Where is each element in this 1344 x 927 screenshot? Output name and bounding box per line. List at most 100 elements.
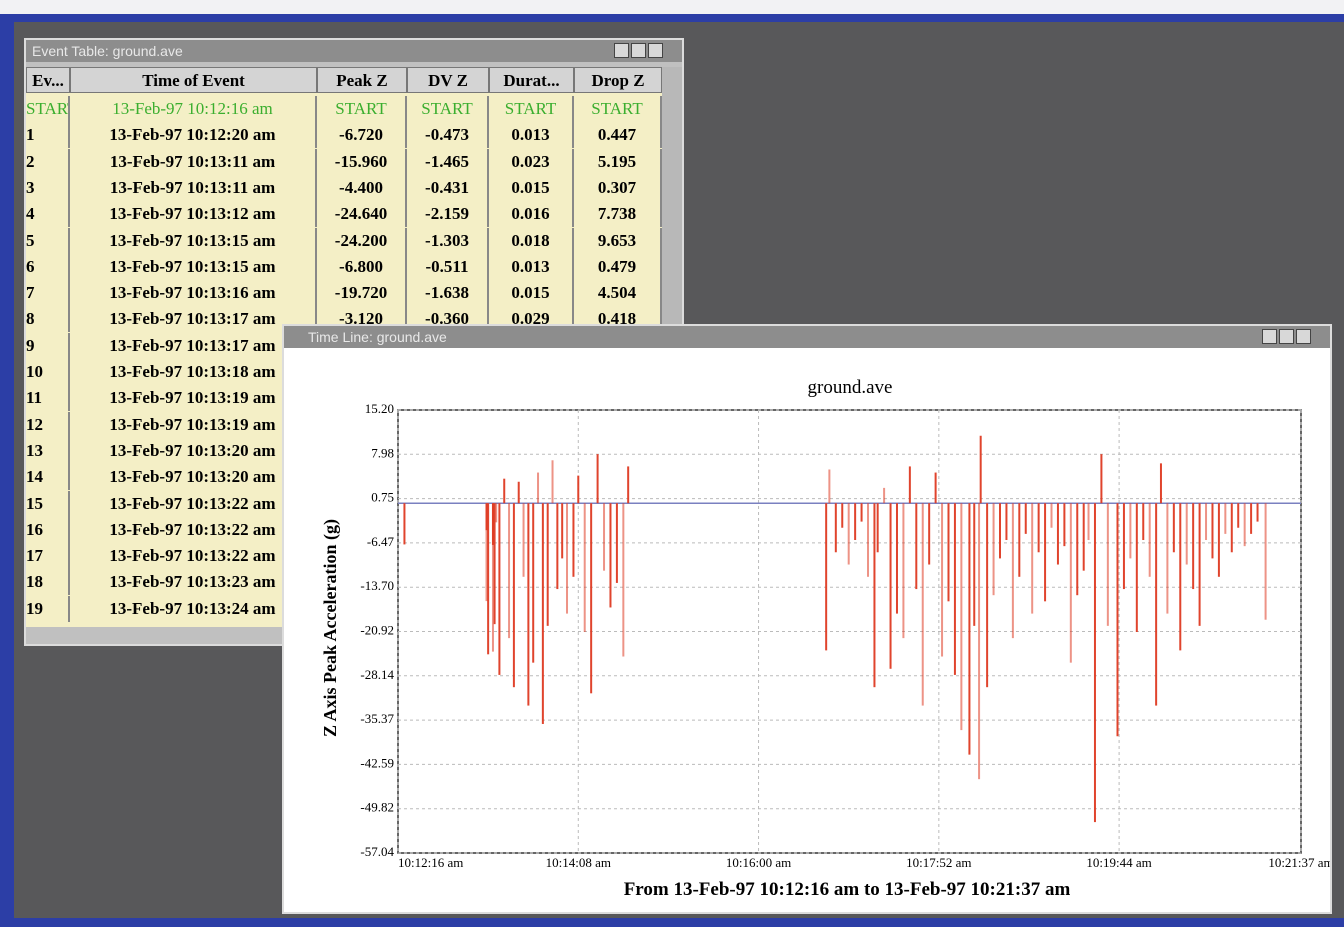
table-cell: 16 [26,516,70,543]
column-header: Durat... [489,67,574,93]
table-cell: 7.738 [574,201,662,228]
spike [999,503,1001,559]
table-cell: 13-Feb-97 10:13:11 am [70,148,317,175]
spike [876,503,879,553]
spike [1243,503,1246,547]
spike [902,503,905,639]
spike [590,503,593,694]
table-cell: 19 [26,595,70,622]
spike [1179,503,1182,651]
y-tick-label: -49.82 [360,800,394,815]
spike [609,503,612,608]
table-cell: 13-Feb-97 10:13:19 am [70,411,317,438]
spike [583,503,586,632]
window-title: Event Table: ground.ave [32,43,183,59]
spike [1087,503,1090,541]
spike [1192,503,1195,590]
frame-bottom [0,918,1344,927]
table-cell: 13-Feb-97 10:13:19 am [70,385,317,412]
table-cell: 0.418 [574,306,662,333]
minimize-button[interactable] [1262,329,1277,344]
table-cell: 0.018 [489,227,574,254]
spike [566,503,569,614]
spike [841,503,844,528]
chart-window[interactable]: Time Line: ground.ave ground.ave Z Axis … [282,324,1332,914]
spike [953,503,956,675]
column-header: Peak Z [317,67,407,93]
close-button[interactable] [1296,329,1311,344]
y-tick-label: -20.92 [360,622,394,637]
table-cell: 13-Feb-97 10:13:17 am [70,332,317,359]
spike [986,503,989,688]
table-cell: 13-Feb-97 10:13:20 am [70,437,317,464]
spike [537,472,540,504]
spike [1116,503,1119,737]
chart-footer: From 13-Feb-97 10:12:16 am to 13-Feb-97 … [624,879,1071,900]
table-cell: 4.504 [574,280,662,307]
spike [1100,454,1103,504]
y-tick-label: 0.75 [371,490,394,505]
spike [1024,503,1027,534]
spike [1198,503,1201,626]
spike [978,503,981,780]
spike [941,503,944,657]
table-cell: 13 [26,437,70,464]
table-cell: -19.720 [317,280,407,307]
spike [541,503,544,724]
table-cell: 14 [26,464,70,491]
spike [517,481,520,504]
table-cell: 0.307 [574,174,662,201]
table-cell: 13-Feb-97 10:12:20 am [70,122,317,149]
table-cell: 0.015 [489,280,574,307]
table-cell: -15.960 [317,148,407,175]
table-cell: -1.303 [407,227,489,254]
spike [860,503,863,522]
y-tick-label: -6.47 [367,534,395,549]
maximize-button[interactable] [631,43,646,58]
title-bar: Event Table: ground.ave [26,40,682,62]
table-cell: 13-Feb-97 10:13:20 am [70,464,317,491]
spike [491,503,494,545]
table-cell: 1 [26,122,70,149]
spike [508,503,511,639]
spike [1237,503,1240,528]
spike [825,503,828,651]
spike [1155,503,1158,706]
table-cell: 9.653 [574,227,662,254]
spike [1056,503,1059,565]
table-cell: -3.120 [317,306,407,333]
close-button[interactable] [648,43,663,58]
column-header: Drop Z [574,67,662,93]
table-cell: START [317,96,407,122]
frame-top [0,14,1344,22]
chart: ground.ave Z Axis Peak Acceleration (g) … [320,377,1330,900]
spike [1230,503,1233,553]
column-header: Ev... [26,67,70,93]
y-tick-label: -57.04 [360,844,394,859]
chart-title: ground.ave [808,377,893,398]
table-cell: 13-Feb-97 10:13:23 am [70,569,317,596]
spike [603,503,606,571]
spike [973,503,976,626]
spike [596,454,599,504]
spike [485,503,488,602]
title-bar: Time Line: ground.ave [284,326,1330,348]
table-cell: 13-Feb-97 10:13:22 am [70,490,317,517]
table-cell: 15 [26,490,70,517]
spike [1264,503,1267,620]
spike [615,503,618,583]
spike [1093,503,1096,823]
spike [512,503,515,688]
spike [1211,503,1214,559]
spike [979,435,982,504]
spike [551,460,554,504]
minimize-button[interactable] [614,43,629,58]
x-tick-label: 10:12:16 am [398,855,463,870]
table-cell: 13-Feb-97 10:13:22 am [70,516,317,543]
table-cell: 13-Feb-97 10:13:12 am [70,201,317,228]
spike [928,503,931,565]
table-cell: 6 [26,253,70,280]
maximize-button[interactable] [1279,329,1294,344]
spike [1063,503,1066,547]
table-cell: -0.473 [407,122,489,149]
